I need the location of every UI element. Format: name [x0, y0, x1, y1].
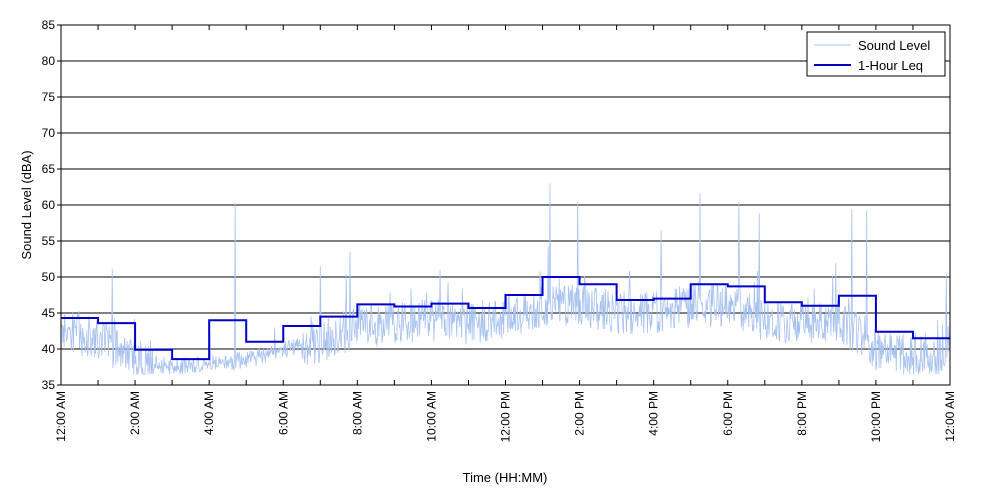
x-axis-title: Time (HH:MM) — [463, 470, 548, 485]
legend: Sound Level 1-Hour Leq — [806, 31, 946, 77]
x-tick-label: 8:00 PM — [795, 391, 809, 436]
x-tick-label: 2:00 AM — [128, 391, 142, 435]
x-tick-label: 10:00 PM — [869, 391, 883, 442]
x-tick-label: 4:00 AM — [202, 391, 216, 435]
y-tick-label: 70 — [42, 126, 56, 140]
leq-series — [61, 276, 950, 361]
x-tick-label: 12:00 PM — [499, 391, 513, 442]
x-tick-label: 10:00 AM — [424, 391, 438, 442]
y-tick-label: 40 — [42, 342, 56, 356]
legend-label-sound-level: Sound Level — [858, 38, 930, 53]
x-tick-label: 6:00 AM — [276, 391, 290, 435]
legend-label-leq: 1-Hour Leq — [858, 58, 923, 73]
y-tick-label: 45 — [42, 306, 56, 320]
x-tick-label: 4:00 PM — [647, 391, 661, 436]
y-tick-label: 85 — [42, 18, 56, 32]
x-tick-label: 2:00 PM — [573, 391, 587, 436]
x-tick-label: 6:00 PM — [721, 391, 735, 436]
y-axis-title: Sound Level (dBA) — [19, 150, 34, 259]
y-tick-label: 80 — [42, 54, 56, 68]
leq-step-line — [61, 276, 950, 361]
y-axis-ticks: 35 40 45 50 55 60 65 70 75 80 85 — [42, 18, 61, 392]
x-tick-label: 8:00 AM — [350, 391, 364, 435]
y-tick-label: 75 — [42, 90, 56, 104]
y-tick-label: 35 — [42, 378, 56, 392]
y-tick-label: 65 — [42, 162, 56, 176]
y-tick-label: 60 — [42, 198, 56, 212]
legend-box — [806, 31, 946, 77]
x-tick-label: 12:00 AM — [54, 391, 68, 442]
y-tick-label: 50 — [42, 270, 56, 284]
y-tick-label: 55 — [42, 234, 56, 248]
x-axis-ticks: 12:00 AM 2:00 AM 4:00 AM 6:00 AM 8:00 AM 10:0… — [54, 25, 957, 442]
x-tick-label: 12:00 AM — [943, 391, 957, 442]
